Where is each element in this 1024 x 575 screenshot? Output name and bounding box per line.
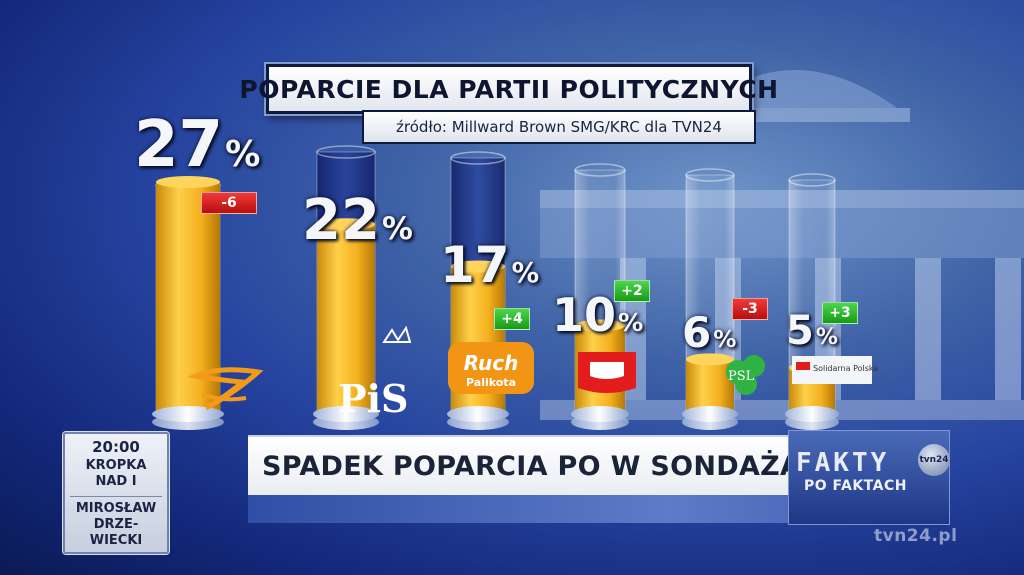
schedule-line1: KROPKA [85,458,147,473]
brand-po-faktach: PO FAKTACH [804,478,907,494]
value-label: 6% [682,308,736,357]
po-logo [187,367,264,411]
schedule-line5: WIECKI [89,533,143,548]
value-label: 27% [134,108,260,182]
solidarna-logo-text: Solidarna Polska [813,364,878,373]
bar-base-ring [313,414,379,430]
schedule-line2: NAD I [95,474,137,489]
tvn24-logo: tvn24 [918,444,950,476]
change-badge: -3 [732,298,768,320]
bar-tube-rim [574,163,626,177]
chart-title-box: POPARCIE DLA PARTII POLITYCZNYCH [239,64,778,114]
value-label-percent: % [618,308,644,337]
bar-base-ring [785,414,839,430]
value-label-percent: % [511,257,540,289]
bar-base-ring [571,414,629,430]
ruch-logo-top: Ruch [464,351,519,375]
chart-source-box: źródło: Millward Brown SMG/KRC dla TVN24 [362,110,756,144]
bar-fill [156,182,220,410]
bar-fill-top [451,260,505,273]
change-badge: +2 [614,280,650,302]
solidarna-polska-logo: Solidarna Polska [792,356,878,384]
pis-logo-text: PiS [338,376,408,421]
bar-fill-top [317,218,375,231]
ruch-logo-bottom: Palikota [466,376,516,389]
brand-fakty: FAKTY [796,448,890,478]
watermark: tvn24.pl [874,526,958,546]
bar-base-ring [152,414,224,430]
value-label: 10% [552,288,643,342]
psl-logo-text: PSL [728,369,755,384]
bar-fill [317,224,375,410]
value-label-number: 27 [134,108,224,182]
value-label-number: 17 [440,236,510,294]
ruch-logo: Ruch Palikota [448,342,534,394]
bar-tube-rim [316,145,376,159]
pis-logo: PiS [338,325,412,421]
bar-base-ring [447,414,509,430]
bar-fill-top [575,319,625,332]
change-badge: -6 [201,192,257,214]
bar-tube-rim [450,151,506,165]
change-badge: +4 [494,308,530,330]
bar-fill-top [686,353,734,366]
bar-fill [686,359,734,410]
psl-logo: PSL [726,355,765,395]
value-label: 17% [440,236,539,294]
brand-box [788,430,950,525]
value-label-number: 22 [302,188,380,253]
schedule-line4: DRZE- [93,517,139,532]
headline-bar: SPADEK POPARCIA PO W SONDAŻACH [248,435,844,495]
schedule-box [63,432,169,554]
value-label-percent: % [225,134,261,175]
change-badge: +3 [822,302,858,324]
headline-text: SPADEK POPARCIA PO W SONDAŻACH [262,450,845,482]
bar-tube-rim [788,173,836,187]
bar-fill-top [156,176,220,188]
chart-source: źródło: Millward Brown SMG/KRC dla TVN24 [396,118,722,136]
bar-base-ring [682,414,738,430]
value-label-percent: % [815,325,838,350]
value-label-percent: % [713,327,737,353]
sld-logo [578,352,636,393]
value-label-percent: % [381,211,413,247]
value-label-number: 6 [682,308,712,357]
schedule-line3: MIROSŁAW [75,501,157,516]
chart-title: POPARCIE DLA PARTII POLITYCZNYCH [239,74,779,104]
value-label-number: 5 [786,308,814,354]
value-label: 5% [786,308,838,354]
schedule-divider [70,496,162,497]
schedule-time: 20:00 [92,438,140,456]
value-label: 22% [302,188,413,253]
bar-tube-rim [685,168,735,182]
value-label-number: 10 [552,288,617,342]
